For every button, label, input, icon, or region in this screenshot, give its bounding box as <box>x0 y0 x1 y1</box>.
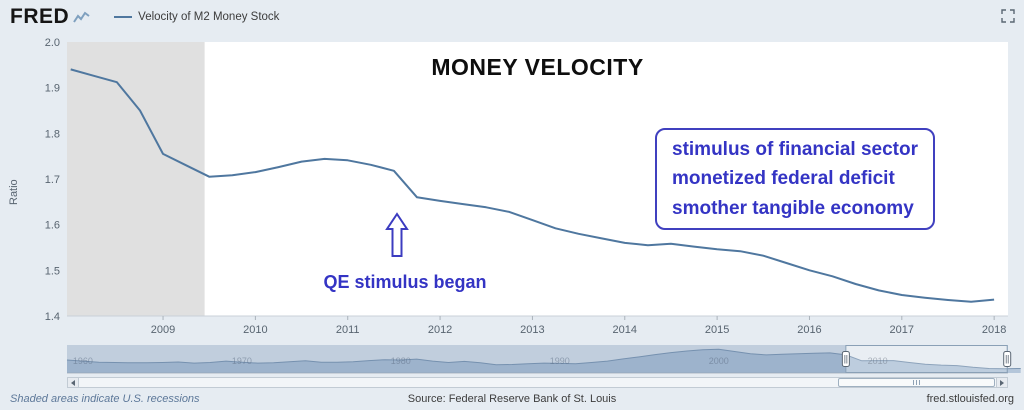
y-tick-label: 1.4 <box>45 311 60 323</box>
scrollbar-right-arrow[interactable] <box>996 377 1008 388</box>
header: FRED Velocity of M2 Money Stock <box>0 0 1024 34</box>
navigator-decade-label: 2010 <box>868 356 888 366</box>
legend-line-sample <box>114 16 133 18</box>
y-tick-label: 1.7 <box>45 174 60 186</box>
y-tick-label: 1.6 <box>45 220 60 232</box>
x-tick-label: 2017 <box>890 324 914 336</box>
source-text: Source: Federal Reserve Bank of St. Loui… <box>407 393 617 405</box>
x-tick-label: 2013 <box>520 324 544 336</box>
range-navigator[interactable]: 1960 1970 1980 1990 2000 2010 <box>66 345 1021 375</box>
footer: Shaded areas indicate U.S. recessions So… <box>0 388 1024 410</box>
annotation-line-2: monetized federal deficit <box>672 168 895 190</box>
recession-note: Shaded areas indicate U.S. recessions <box>10 393 200 405</box>
navigator-handle-left[interactable] <box>841 351 850 367</box>
legend-label: Velocity of M2 Money Stock <box>138 11 280 23</box>
right-triangle-icon <box>1000 379 1004 386</box>
y-tick-label: 1.5 <box>45 265 60 277</box>
annotation-box: stimulus of financial sector monetized f… <box>655 128 935 231</box>
navigator-decade-label: 1960 <box>73 356 93 366</box>
navigator-line <box>66 348 1021 370</box>
x-tick-label: 2012 <box>428 324 452 336</box>
x-tick-label: 2016 <box>797 324 821 336</box>
navigator-decade-label: 1970 <box>232 356 252 366</box>
navigator-mask-left <box>67 345 846 373</box>
y-axis-title: Ratio <box>8 179 20 205</box>
x-tick-label: 2009 <box>151 324 175 336</box>
x-tick-label: 2014 <box>613 324 637 336</box>
navigator-decade-label: 1990 <box>550 356 570 366</box>
y-tick-label: 1.9 <box>45 83 60 95</box>
x-tick-label: 2011 <box>336 324 360 336</box>
m2-velocity-line <box>70 68 995 303</box>
series-legend: Velocity of M2 Money Stock <box>114 11 279 23</box>
navigator-handle-right[interactable] <box>1003 351 1012 367</box>
scrollbar-grip-icon <box>913 380 920 385</box>
x-tick-label: 2010 <box>243 324 267 336</box>
scrollbar-left-arrow[interactable] <box>67 377 79 388</box>
annotation-line-3: smother tangible economy <box>672 197 914 219</box>
x-tick-label: 2018 <box>982 324 1006 336</box>
scrollbar-track[interactable] <box>79 377 996 388</box>
annotation-line-1: stimulus of financial sector <box>672 139 918 160</box>
scrollbar[interactable] <box>67 377 1008 388</box>
navigator-window[interactable] <box>845 345 1008 373</box>
scrollbar-thumb[interactable] <box>838 378 995 387</box>
chart-title: MONEY VELOCITY <box>431 54 644 80</box>
y-tick-label: 2.0 <box>45 37 60 49</box>
fred-logo: FRED <box>10 5 70 28</box>
left-triangle-icon <box>71 379 75 386</box>
navigator-decade-label: 2000 <box>709 356 729 366</box>
site-link[interactable]: fred.stlouisfed.org <box>926 393 1014 405</box>
fred-logo-sparkline-icon <box>73 10 90 24</box>
up-arrow-icon <box>385 212 409 257</box>
navigator-decade-label: 1980 <box>391 356 411 366</box>
y-tick-label: 1.8 <box>45 128 60 140</box>
navigator-area <box>67 349 1021 373</box>
qe-annotation-label: QE stimulus began <box>323 272 487 292</box>
fullscreen-icon[interactable] <box>1001 9 1015 23</box>
chart-area: 2009 2010 2011 2012 2013 2014 2015 2016 2017 2018… <box>0 34 1024 340</box>
x-tick-label: 2015 <box>705 324 729 336</box>
recession-band <box>67 42 205 316</box>
